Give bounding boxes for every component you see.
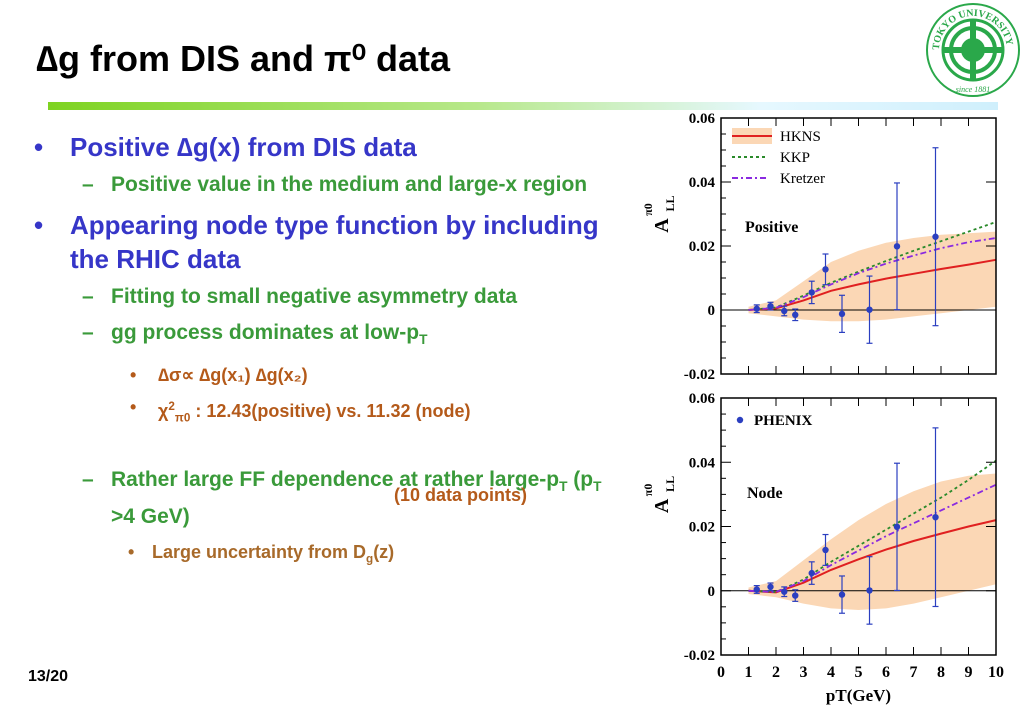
item-large-uncertainty: • Large uncertainty from Dg(z) [128, 541, 395, 566]
y-axis-label-sub-top: LL [663, 196, 677, 212]
legend-label-hkns: HKNS [780, 129, 821, 145]
legend-label-phenix: PHENIX [754, 413, 813, 429]
y-tick-label-top: 0 [708, 303, 716, 319]
x-tick-label: 5 [855, 664, 863, 681]
data-point-top [893, 243, 901, 250]
panel-label-top: Positive [745, 219, 798, 236]
data-point-bottom [893, 523, 901, 531]
data-point-top [808, 289, 815, 296]
x-tick-label: 1 [745, 664, 753, 681]
legend-label-kretzer: Kretzer [780, 171, 825, 187]
data-point-bottom [822, 546, 829, 554]
y-axis-label-top: A [651, 218, 673, 233]
y-tick-label-bottom: -0.02 [684, 648, 715, 664]
legend-marker-phenix [736, 416, 744, 424]
item-chi-square: • χ2π0 : 12.43(positive) vs. 11.32 (node) [130, 397, 471, 425]
data-points-note: (10 data points) [394, 485, 528, 505]
x-tick-label: 7 [910, 664, 918, 681]
y-tick-label-top: 0.04 [689, 175, 716, 191]
y-tick-label-bottom: 0.06 [689, 391, 716, 407]
data-point-top [792, 311, 799, 318]
data-point-bottom [838, 591, 846, 598]
y-axis-label-sub-bottom: LL [663, 476, 677, 492]
x-tick-label: 10 [988, 664, 1004, 681]
university-logo-icon: TOKYO UNIVERSITY OF SCIENCE since 1881 [925, 2, 1020, 97]
data-point-top [753, 305, 760, 312]
y-axis-label-bottom: A [651, 498, 673, 513]
x-tick-label: 3 [800, 664, 808, 681]
data-point-top [767, 302, 774, 310]
panel-label-bottom: Node [747, 485, 783, 502]
y-tick-label-bottom: 0.02 [689, 520, 715, 536]
sub-bullet-positive-value: – Positive value in the medium and large-… [82, 173, 588, 196]
y-axis-label-sup-bottom: π0 [641, 484, 655, 497]
data-point-bottom [792, 592, 799, 599]
bullet-positive-dg: • Positive ∆g(x) from DIS data [34, 132, 417, 162]
data-point-bottom [781, 588, 788, 595]
data-point-top [866, 306, 873, 313]
y-axis-label-sup-top: π0 [641, 203, 655, 216]
data-point-top [838, 310, 846, 318]
x-tick-label: 4 [827, 664, 835, 681]
x-tick-label: 2 [772, 664, 780, 681]
x-tick-label: 0 [717, 664, 725, 681]
sub-bullet-gg-process: – gg process dominates at low-pT [82, 321, 428, 348]
sub-bullet-fitting: – Fitting to small negative asymmetry dat… [82, 285, 518, 308]
x-tick-label: 6 [882, 664, 890, 681]
y-tick-label-top: 0.06 [689, 111, 716, 127]
x-tick-label: 9 [965, 664, 973, 681]
bullet-list: • Positive ∆g(x) from DIS data – Positive … [30, 130, 630, 578]
data-point-top [822, 266, 829, 273]
data-point-top [932, 233, 939, 240]
asymmetry-charts: -0.0200.020.040.06ALLπ0Positive-0.0200.0… [641, 111, 1004, 705]
legend-label-kkp: KKP [780, 150, 810, 166]
data-point-bottom [767, 583, 774, 591]
x-axis-label: pT(GeV) [826, 686, 891, 705]
y-tick-label-top: -0.02 [684, 367, 715, 383]
y-tick-label-top: 0.02 [689, 239, 715, 255]
data-point-top [781, 307, 788, 315]
y-tick-label-bottom: 0 [708, 584, 716, 600]
data-point-bottom [866, 587, 873, 594]
series-hkns-bottom [748, 519, 997, 594]
data-point-bottom [753, 586, 760, 593]
svg-text:since 1881: since 1881 [956, 85, 990, 94]
data-point-bottom [932, 513, 939, 521]
sub-bullet-ff-dependence: – Rather large FF dependence at rather la… [82, 467, 602, 528]
data-point-bottom [808, 569, 815, 577]
page-number: 13/20 [28, 668, 69, 685]
series-kretzer-bottom [748, 483, 997, 593]
x-tick-label: 8 [937, 664, 945, 681]
item-cross-section: • ∆σ∝ ∆g(x₁) ∆g(x₂) [130, 365, 308, 386]
slide-title: ∆g from DIS and π⁰ data [36, 38, 451, 79]
title-rule [48, 102, 998, 110]
bullet-node-type: • Appearing node type function by includi… [34, 210, 599, 274]
series-hkns-top [748, 258, 997, 311]
series-kretzer-top [748, 237, 997, 311]
y-tick-label-bottom: 0.04 [689, 455, 716, 471]
series-kkp-top [748, 221, 997, 311]
